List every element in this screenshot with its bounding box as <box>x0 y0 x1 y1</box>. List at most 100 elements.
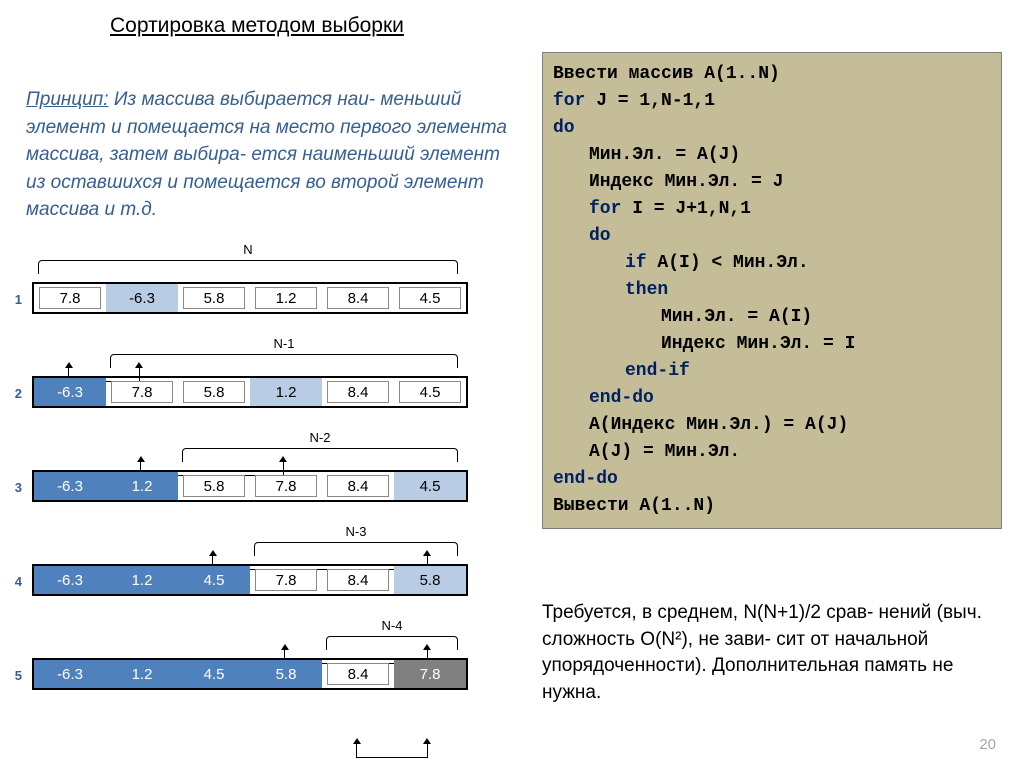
code-line: Мин.Эл. = A(I) <box>553 304 991 331</box>
code-keyword: end-do <box>589 388 654 408</box>
cell-value: 8.4 <box>327 663 389 685</box>
code-keyword: if <box>625 253 647 273</box>
cell-value: 8.4 <box>327 475 389 497</box>
array-row: -6.31.24.57.88.45.8 <box>32 564 468 596</box>
code-keyword: do <box>589 226 611 246</box>
array-cell: -6.3 <box>34 566 106 594</box>
array-cell: 1.2 <box>106 566 178 594</box>
cell-value: 7.8 <box>111 381 173 403</box>
array-cell: 7.8 <box>106 378 178 406</box>
array-cell: 1.2 <box>250 284 322 312</box>
array-cell: 7.8 <box>250 566 322 594</box>
code-line: do <box>553 115 991 142</box>
principle-label: Принцип: <box>26 89 109 110</box>
array-cell: -6.3 <box>34 378 106 406</box>
brace-icon <box>326 636 458 650</box>
code-text: A(I) < Мин.Эл. <box>647 253 809 273</box>
code-text: Индекс Мин.Эл. = J <box>589 172 783 192</box>
cell-value: -6.3 <box>39 663 101 685</box>
brace-label: N-4 <box>377 618 407 633</box>
code-text: Ввести массив A(1..N) <box>553 64 780 84</box>
brace-icon <box>38 260 458 274</box>
code-keyword: end-do <box>553 469 618 489</box>
code-line: A(Индекс Мин.Эл.) = A(J) <box>553 412 991 439</box>
array-cell: 5.8 <box>178 284 250 312</box>
cell-value: 1.2 <box>111 475 173 497</box>
cell-value: 8.4 <box>327 381 389 403</box>
array-cell: 8.4 <box>322 378 394 406</box>
sort-step: N-12-6.37.85.81.28.44.5 <box>4 356 524 434</box>
cell-value: 1.2 <box>255 287 317 309</box>
cell-value: -6.3 <box>111 287 173 309</box>
cell-value: 8.4 <box>327 287 389 309</box>
cell-value: -6.3 <box>39 475 101 497</box>
code-text: Индекс Мин.Эл. = I <box>661 334 855 354</box>
cell-value: 5.8 <box>183 475 245 497</box>
array-cell: 7.8 <box>34 284 106 312</box>
array-cell: 4.5 <box>394 378 466 406</box>
steps-container: N17.8-6.35.81.28.44.5N-12-6.37.85.81.28.… <box>4 262 524 732</box>
code-text: Мин.Эл. = A(J) <box>589 145 740 165</box>
cell-value: 5.8 <box>183 287 245 309</box>
brace-icon <box>254 542 458 556</box>
code-line: if A(I) < Мин.Эл. <box>553 250 991 277</box>
page-title: Сортировка методом выборки <box>110 14 404 38</box>
cell-value: 4.5 <box>183 569 245 591</box>
code-line: A(J) = Мин.Эл. <box>553 439 991 466</box>
array-row: 7.8-6.3 5.8 1.2 8.4 4.5 <box>32 282 468 314</box>
brace-icon <box>110 354 458 368</box>
brace-label: N <box>233 242 263 257</box>
complexity-note: Требуется, в среднем, N(N+1)/2 срав- нен… <box>542 600 1002 706</box>
code-line: end-do <box>553 466 991 493</box>
array-cell: 8.4 <box>322 472 394 500</box>
array-row: -6.37.85.81.28.44.5 <box>32 376 468 408</box>
cell-value: 4.5 <box>399 381 461 403</box>
cell-value: 7.8 <box>255 569 317 591</box>
pseudocode-box: Ввести массив A(1..N)for J = 1,N-1,1doМи… <box>542 52 1002 529</box>
step-number: 2 <box>4 386 22 401</box>
array-cell: 4.5 <box>394 472 466 500</box>
cell-value: -6.3 <box>39 569 101 591</box>
array-cell: 7.8 <box>250 472 322 500</box>
array-cell: -6.3 <box>106 284 178 312</box>
brace-label: N-3 <box>341 524 371 539</box>
cell-value: 4.5 <box>399 475 461 497</box>
code-line: do <box>553 223 991 250</box>
code-line: end-if <box>553 358 991 385</box>
brace-label: N-2 <box>305 430 335 445</box>
page-number: 20 <box>979 736 996 753</box>
array-cell: 5.8 <box>178 378 250 406</box>
array-cell: 8.4 <box>322 284 394 312</box>
array-cell: 7.8 <box>394 660 466 688</box>
step-number: 5 <box>4 668 22 683</box>
cell-value: 4.5 <box>399 287 461 309</box>
principle-block: Принцип: Из массива выбирается наи- мень… <box>26 86 516 224</box>
cell-value: 7.8 <box>255 475 317 497</box>
code-line: Ввести массив A(1..N) <box>553 61 991 88</box>
array-cell: 4.5 <box>178 566 250 594</box>
code-line: Вывести A(1..N) <box>553 493 991 520</box>
array-row: -6.3 1.2 4.5 5.8 8.47.8 <box>32 658 468 690</box>
array-row: -6.3 1.2 5.8 7.8 8.4 4.5 <box>32 470 468 502</box>
code-text: Вывести A(1..N) <box>553 496 715 516</box>
cell-value: 4.5 <box>183 663 245 685</box>
cell-value: 5.8 <box>255 663 317 685</box>
sort-step: N-45-6.31.24.55.88.47.8 <box>4 638 524 716</box>
code-keyword: end-if <box>625 361 690 381</box>
code-line: then <box>553 277 991 304</box>
array-cell: -6.3 <box>34 660 106 688</box>
array-cell: 1.2 <box>106 472 178 500</box>
brace-icon <box>182 448 458 462</box>
sort-step: N-34-6.31.24.57.88.45.8 <box>4 544 524 622</box>
array-cell: 5.8 <box>250 660 322 688</box>
code-line: end-do <box>553 385 991 412</box>
code-text: J = 1,N-1,1 <box>585 91 715 111</box>
sort-step: N-23-6.31.25.87.88.44.5 <box>4 450 524 528</box>
code-keyword: for <box>553 91 585 111</box>
code-keyword: for <box>589 199 621 219</box>
brace-label: N-1 <box>269 336 299 351</box>
cell-value: -6.3 <box>39 381 101 403</box>
array-cell: 5.8 <box>394 566 466 594</box>
cell-value: 1.2 <box>111 663 173 685</box>
code-line: for J = 1,N-1,1 <box>553 88 991 115</box>
